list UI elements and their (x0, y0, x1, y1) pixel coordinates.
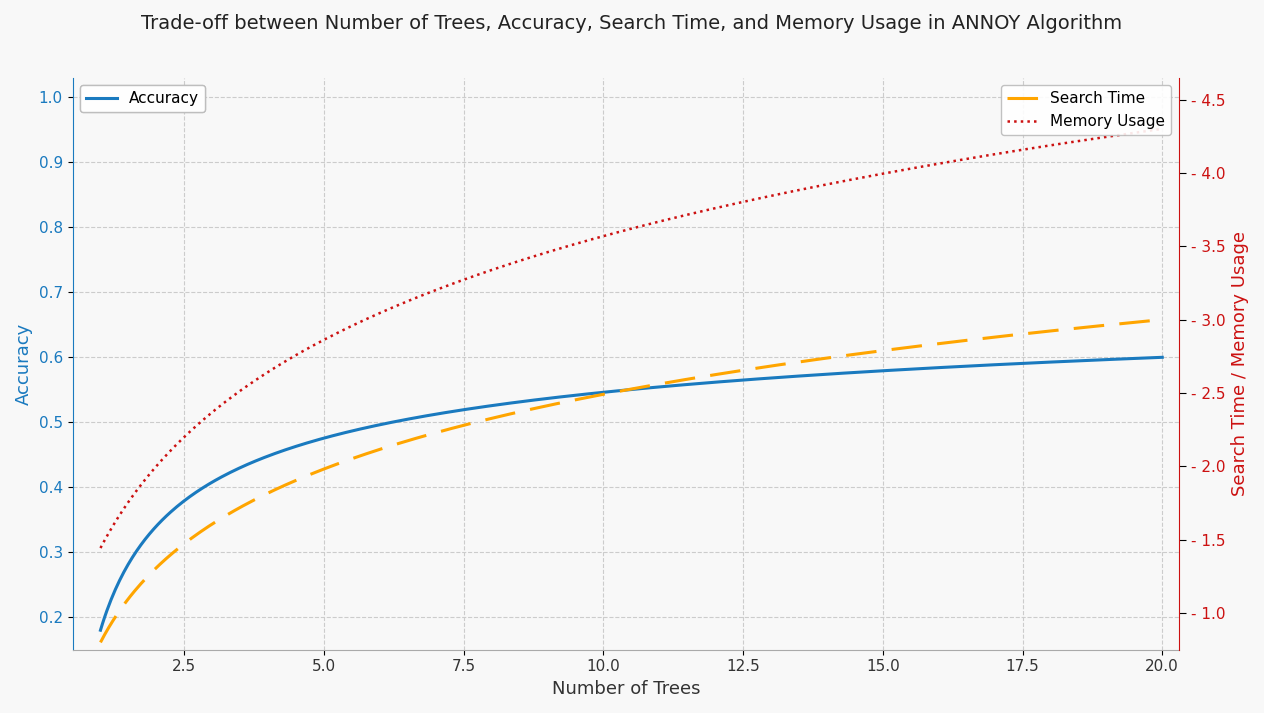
Accuracy (963, 361, 978, 370)
Line: Search Time: Search Time (100, 319, 1163, 642)
Accuracy (597, 388, 612, 396)
Line: Memory Usage: Memory Usage (100, 129, 1163, 548)
Y-axis label: Search Time / Memory Usage: Search Time / Memory Usage (1231, 231, 1249, 496)
Memory Usage (1155, 125, 1170, 133)
Memory Usage (667, 213, 683, 222)
Accuracy (667, 381, 683, 390)
Text: Trade-off between Number of Trees, Accuracy, Search Time, and Memory Usage in AN: Trade-off between Number of Trees, Accur… (142, 14, 1122, 34)
Accuracy (1155, 353, 1170, 361)
Memory Usage (724, 200, 739, 208)
Accuracy (604, 387, 619, 396)
Memory Usage (604, 230, 619, 238)
Accuracy (92, 626, 107, 635)
Accuracy (1129, 354, 1144, 363)
Search Time (604, 389, 619, 397)
X-axis label: Number of Trees: Number of Trees (551, 680, 700, 698)
Search Time (667, 377, 683, 386)
Memory Usage (92, 544, 107, 553)
Memory Usage (597, 232, 612, 240)
Search Time (724, 368, 739, 376)
Accuracy (724, 376, 739, 385)
Memory Usage (963, 154, 978, 163)
Line: Accuracy: Accuracy (100, 357, 1163, 630)
Search Time (963, 336, 978, 344)
Search Time (1129, 318, 1144, 327)
Search Time (597, 390, 612, 399)
Legend: Accuracy: Accuracy (80, 85, 205, 113)
Search Time (92, 638, 107, 647)
Legend: Search Time, Memory Usage: Search Time, Memory Usage (1001, 85, 1172, 135)
Memory Usage (1129, 128, 1144, 137)
Search Time (1155, 315, 1170, 324)
Y-axis label: Accuracy: Accuracy (15, 322, 33, 405)
